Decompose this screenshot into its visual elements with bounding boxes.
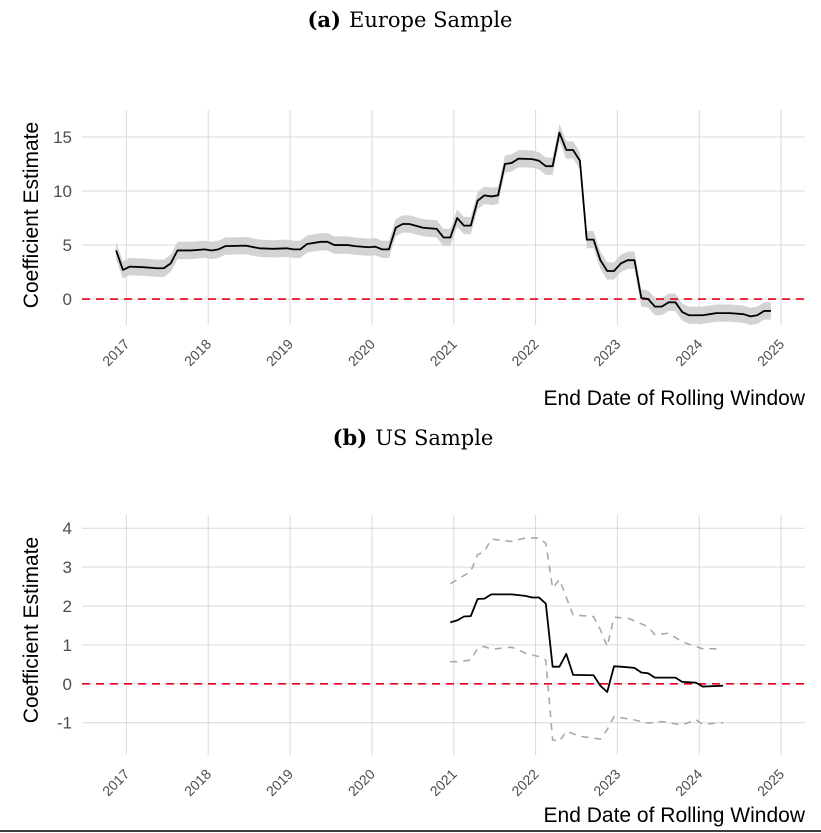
panel-a-xlabel: End Date of Rolling Window [544,387,806,410]
x-tick-label: 2021 [427,766,460,799]
y-tick-label: 3 [63,558,72,577]
x-tick-label: 2025 [754,766,787,799]
panel-b: (b) US Sample Coefficient Estimate End Da… [20,425,806,827]
y-tick-label: 1 [63,636,72,655]
x-tick-label: 2022 [508,336,541,369]
panel-b-title: (b) US Sample [333,425,494,450]
panel-a-ylabel: Coefficient Estimate [20,122,43,308]
panel-a-label: (a) [308,7,341,32]
y-tick-label: 5 [63,236,72,255]
x-tick-label: 2025 [754,336,787,369]
y-tick-label: 0 [63,290,72,309]
y-tick-label: 0 [63,675,72,694]
x-tick-label: 2022 [508,766,541,799]
y-tick-label: 15 [53,128,72,147]
panel-b-ylabel: Coefficient Estimate [20,537,43,723]
estimate-line [115,131,771,318]
estimate-line [450,593,724,693]
panel-a: (a) Europe Sample Coefficient Estimate En… [20,7,806,410]
x-tick-label: 2019 [263,336,296,369]
x-tick-label: 2021 [427,336,460,369]
x-tick-label: 2017 [99,336,132,369]
x-tick-label: 2020 [345,766,378,799]
x-tick-label: 2017 [99,766,132,799]
x-tick-label: 2018 [181,766,214,799]
x-tick-label: 2023 [590,336,623,369]
y-tick-label: -1 [57,714,72,733]
panel-b-title-text: US Sample [375,426,493,450]
lower-line [450,645,724,743]
y-tick-label: 10 [53,182,72,201]
x-tick-label: 2023 [590,766,623,799]
panel-b-label: (b) [333,425,368,450]
x-tick-label: 2024 [672,766,705,799]
upper-line [449,537,717,650]
x-tick-label: 2019 [263,766,296,799]
confidence-band [116,124,771,325]
y-tick-label: 4 [63,519,72,538]
x-tick-label: 2020 [345,336,378,369]
y-tick-label: 2 [63,597,72,616]
panel-a-title-text: Europe Sample [349,8,513,32]
x-tick-label: 2024 [672,336,705,369]
panel-b-xlabel: End Date of Rolling Window [544,804,806,827]
panel-a-title: (a) Europe Sample [308,7,513,32]
x-tick-label: 2018 [181,336,214,369]
